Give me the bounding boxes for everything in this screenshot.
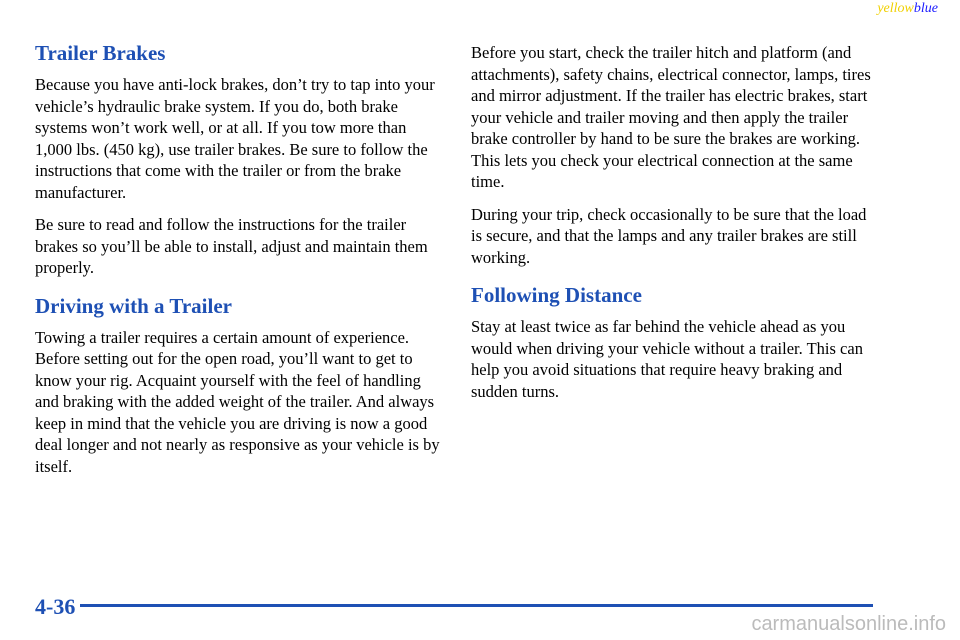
- paragraph: Before you start, check the trailer hitc…: [471, 43, 871, 191]
- left-column: Trailer Brakes Because you have anti-lock…: [35, 40, 440, 488]
- header-yellow: yellow: [877, 1, 914, 16]
- header-blue: blue: [913, 1, 938, 16]
- section-heading: Trailer Brakes: [35, 41, 166, 65]
- paragraph: Be sure to read and follow the instructi…: [35, 215, 428, 277]
- right-column: Before you start, check the trailer hitc…: [471, 42, 876, 413]
- paragraph: During your trip, check occasionally to …: [471, 204, 867, 267]
- watermark: carmanualsonline.info: [751, 613, 946, 635]
- header: yellowblue: [877, 1, 938, 17]
- paragraph: Because you have anti-lock brakes, don’t…: [35, 75, 435, 202]
- section-heading: Driving with a Trailer: [35, 293, 232, 318]
- page-number: 4-36: [35, 594, 76, 619]
- paragraph: Towing a trailer requires a certain amou…: [35, 327, 440, 476]
- footer-rule: [80, 604, 873, 607]
- paragraph: Stay at least twice as far behind the ve…: [471, 317, 863, 401]
- section-heading: Following Distance: [471, 283, 642, 307]
